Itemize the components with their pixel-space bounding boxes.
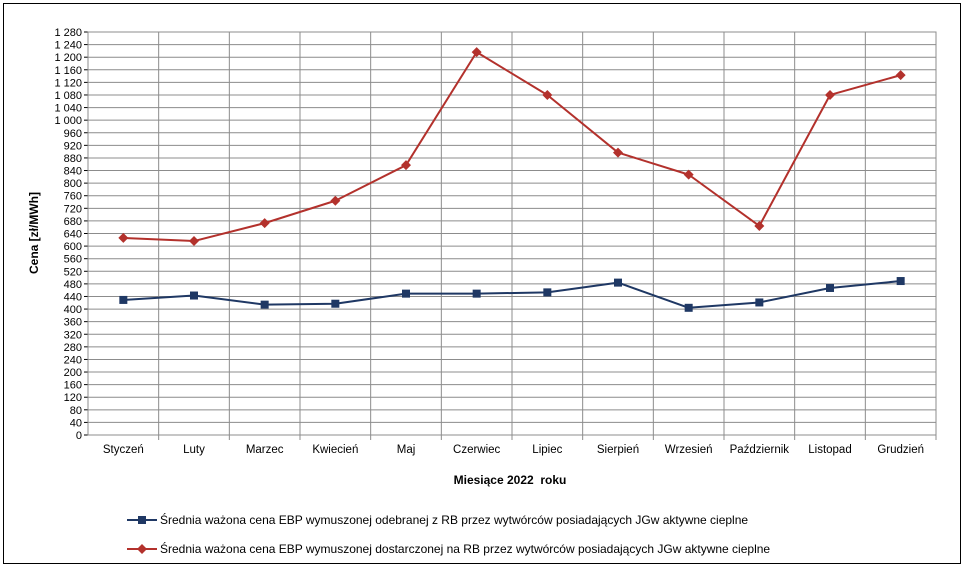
x-tick-label: Grudzień	[877, 444, 924, 456]
y-tick-label: 320	[64, 329, 82, 341]
data-point-diamond	[754, 220, 765, 231]
data-point-diamond	[401, 160, 411, 171]
y-axis-title: Cena [zł/MWh]	[27, 192, 41, 274]
y-tick-label: 480	[64, 279, 82, 291]
data-point-square	[402, 289, 410, 298]
y-tick-label: 0	[76, 430, 82, 442]
data-point-diamond	[118, 232, 129, 243]
y-tick-label: 520	[64, 266, 82, 278]
y-tick-label: 160	[64, 380, 82, 392]
y-tick-label: 1 000	[54, 115, 82, 127]
data-point-diamond	[189, 236, 199, 247]
data-point-diamond	[613, 147, 623, 158]
y-tick-label: 1 080	[54, 90, 82, 102]
y-tick-labels: 0408012016020024028032036040044048052056…	[54, 27, 82, 442]
legend-entry-dostarczonej: Średnia ważona cena EBP wymuszonej dosta…	[127, 541, 770, 556]
x-tick-label: Lipiec	[532, 444, 562, 456]
x-tick-label: Czerwiec	[453, 444, 501, 456]
data-point-square	[190, 291, 198, 300]
y-tick-label: 1 040	[54, 103, 82, 115]
y-tick-label: 40	[70, 417, 82, 429]
data-point-square	[896, 277, 905, 286]
y-tick-label: 360	[64, 317, 82, 329]
data-point-diamond	[330, 195, 341, 206]
y-tick-label: 640	[64, 229, 82, 241]
data-point-diamond	[542, 89, 553, 100]
y-tick-label: 600	[64, 241, 82, 253]
y-tick-label: 880	[64, 153, 82, 165]
legend-marker-diamond	[137, 544, 147, 554]
y-tick-label: 280	[64, 342, 82, 354]
data-point-square	[614, 278, 622, 287]
y-tick-label: 1 120	[54, 77, 82, 89]
data-point-square	[260, 300, 269, 309]
plot-border	[87, 31, 937, 436]
y-tick-label: 840	[64, 166, 82, 178]
legend-label-odebranej: Średnia ważona cena EBP wymuszonej odebr…	[160, 512, 748, 527]
x-tick-label: Listopad	[808, 444, 851, 456]
x-tick-label: Sierpień	[597, 444, 639, 456]
y-tick-label: 760	[64, 191, 82, 203]
y-tick-label: 240	[64, 354, 82, 366]
data-point-diamond	[471, 47, 482, 58]
y-tick-label: 1 280	[54, 27, 82, 39]
legend: Średnia ważona cena EBP wymuszonej odebr…	[127, 512, 770, 556]
y-tick-label: 800	[64, 178, 82, 190]
y-tick-label: 80	[70, 405, 82, 417]
data-point-square	[826, 283, 834, 292]
legend-label-dostarczonej: Średnia ważona cena EBP wymuszonej dosta…	[160, 541, 770, 556]
data-point-diamond	[683, 169, 694, 180]
data-point-diamond	[895, 70, 906, 81]
legend-entry-odebranej: Średnia ważona cena EBP wymuszonej odebr…	[127, 512, 748, 527]
data-point-square	[684, 303, 693, 312]
data-point-diamond	[825, 89, 835, 100]
x-axis-title: Miesiące 2022 roku	[454, 473, 567, 487]
y-tick-label: 200	[64, 367, 82, 379]
y-tick-label: 720	[64, 203, 82, 215]
y-tick-label: 1 200	[54, 52, 82, 64]
data-point-square	[543, 288, 552, 297]
x-tick-label: Styczeń	[103, 444, 144, 456]
grid-lines	[84, 31, 937, 440]
data-point-square	[331, 299, 340, 308]
series-layer	[118, 47, 906, 312]
y-tick-label: 1 240	[54, 40, 82, 52]
series-line	[123, 51, 901, 243]
y-tick-label: 920	[64, 140, 82, 152]
y-tick-label: 960	[64, 128, 82, 140]
y-tick-label: 120	[64, 392, 82, 404]
data-point-square	[119, 295, 128, 304]
y-tick-label: 1 160	[54, 65, 82, 77]
x-tick-labels: Styczeń Luty Marzec Kwiecień Maj Czerwiec Lipi…	[103, 444, 924, 456]
x-tick-label: Marzec	[246, 444, 284, 456]
x-tick-label: Wrzesień	[665, 444, 713, 456]
y-tick-label: 400	[64, 304, 82, 316]
x-tick-label: Luty	[183, 444, 205, 456]
y-tick-label: 440	[64, 291, 82, 303]
y-tick-label: 680	[64, 216, 82, 228]
y-tick-label: 560	[64, 254, 82, 266]
series-1	[118, 47, 906, 247]
x-tick-label: Maj	[397, 444, 416, 456]
x-tick-label: Kwiecień	[312, 444, 358, 456]
series-line	[123, 280, 901, 309]
data-point-square	[755, 298, 764, 307]
x-tick-label: Październik	[730, 444, 790, 456]
data-point-diamond	[259, 218, 270, 229]
data-point-square	[472, 289, 481, 298]
series-0	[119, 277, 905, 312]
legend-marker-square	[138, 516, 146, 524]
